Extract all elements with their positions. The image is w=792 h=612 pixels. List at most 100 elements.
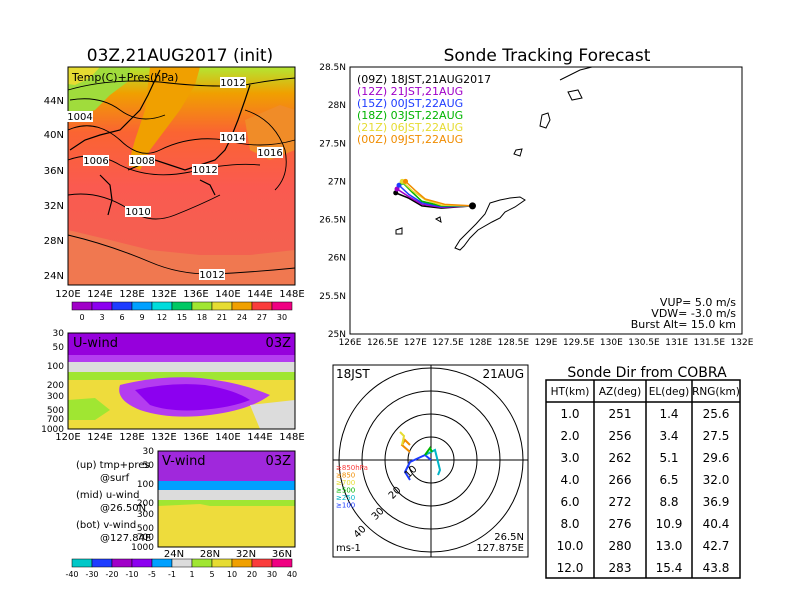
vwind-section bbox=[157, 450, 296, 548]
isobar-label: 1006 bbox=[83, 155, 109, 167]
svg-text:1016: 1016 bbox=[257, 148, 282, 159]
colorbar-label: -40 bbox=[65, 570, 78, 579]
lon-tick-label: 131E bbox=[665, 338, 688, 348]
lon-tick-label: 127E bbox=[404, 338, 427, 348]
map-label-box: Temp(C)+Pres(hPa) bbox=[71, 71, 178, 84]
temperature-map bbox=[67, 66, 296, 286]
table-cell: 256 bbox=[609, 429, 632, 443]
run-legend-item: (00Z) 09JST,22AUG bbox=[357, 133, 463, 146]
vdw-text: VDW= -3.0 m/s bbox=[651, 307, 736, 320]
colorbar-swatch bbox=[191, 301, 213, 311]
svg-text:1010: 1010 bbox=[125, 207, 150, 218]
lon-tick-label: 124E bbox=[87, 432, 112, 443]
table-cell: 42.7 bbox=[703, 539, 730, 553]
lat-tick-label: 36N bbox=[44, 166, 64, 177]
lon-tick-label: 126.5E bbox=[367, 338, 399, 348]
pressure-tick-label: 50 bbox=[53, 343, 65, 353]
pressure-tick-label: 1000 bbox=[131, 543, 154, 553]
lat-tick-label: 25.5N bbox=[319, 292, 346, 302]
pressure-tick-label: 700 bbox=[47, 415, 64, 425]
colorbar-swatch bbox=[171, 558, 193, 568]
table-header-cell: HT(km) bbox=[551, 386, 590, 398]
level-legend-item: ≥850 bbox=[336, 472, 355, 480]
pressure-tick-label: 300 bbox=[137, 510, 154, 520]
tracking-lat-ticks: 28.5N 28N 27.5N 27N 26.5N 26N 25.5N 25N bbox=[319, 63, 346, 340]
table-cell: 1.0 bbox=[560, 407, 579, 421]
level-legend-item: ≥250 bbox=[336, 494, 355, 502]
lat-tick-label: 44N bbox=[44, 96, 64, 107]
svg-text:1008: 1008 bbox=[129, 156, 154, 167]
lat-tick-label: 28N bbox=[44, 236, 64, 247]
table-title: Sonde Dir from COBRA bbox=[567, 365, 727, 381]
lon-tick-label: 132E bbox=[151, 289, 176, 300]
colorbar-label: -10 bbox=[125, 570, 138, 579]
colorbar-label: 30 bbox=[277, 313, 287, 322]
polar-loc-lat: 26.5N bbox=[494, 532, 524, 543]
colorbar-swatch bbox=[131, 301, 153, 311]
lon-tick-label: 124E bbox=[87, 289, 112, 300]
table-cell: 3.0 bbox=[560, 451, 579, 465]
lon-tick-label: 130.5E bbox=[628, 338, 660, 348]
svg-text:1012: 1012 bbox=[199, 270, 224, 281]
run-legend-item: (09Z) 18JST,21AUG2017 bbox=[357, 73, 491, 86]
uwind-lon-ticks: 120E 124E 128E 132E 136E 140E 144E 148E bbox=[55, 432, 304, 443]
lat-tick-label: 24N bbox=[44, 271, 64, 282]
wind-colorbar: -40 -30 -20 -10 -5 -1 1 5 10 20 30 40 bbox=[65, 558, 297, 579]
colorbar-swatch bbox=[111, 301, 133, 311]
svg-text:1014: 1014 bbox=[220, 133, 245, 144]
run-legend-item: (15Z) 00JST,22AUG bbox=[357, 97, 463, 110]
pressure-tick-label: 300 bbox=[47, 392, 64, 402]
table-header-cell: RNG(km) bbox=[692, 386, 740, 398]
vwind-lat-ticks: 24N 28N 32N 36N bbox=[164, 549, 292, 560]
uwind-label: U-wind bbox=[73, 336, 118, 351]
level-legend-item: ≥700 bbox=[336, 479, 355, 487]
table-cell: 2.0 bbox=[560, 429, 579, 443]
table-cell: 13.0 bbox=[656, 539, 683, 553]
table-cell: 27.5 bbox=[703, 429, 730, 443]
burst-text: Burst Alt= 15.0 km bbox=[631, 318, 736, 331]
lat-tick-label: 32N bbox=[44, 201, 64, 212]
temperature-colorbar: 0 3 6 9 12 15 18 21 24 27 30 bbox=[71, 301, 293, 322]
colorbar-swatch bbox=[251, 301, 273, 311]
table-cell: 251 bbox=[609, 407, 632, 421]
svg-text:1012: 1012 bbox=[220, 78, 245, 89]
pressure-tick-label: 30 bbox=[143, 447, 155, 457]
run-legend-item: (12Z) 21JST,21AUG bbox=[357, 85, 463, 98]
lon-tick-label: 144E bbox=[247, 432, 272, 443]
map-label: Temp(C)+Pres(hPa) bbox=[71, 71, 178, 84]
lon-tick-label: 131.5E bbox=[694, 338, 726, 348]
table-header-cell: EL(deg) bbox=[649, 386, 689, 398]
track-end-point bbox=[393, 190, 399, 196]
table-header-cell: AZ(deg) bbox=[599, 386, 641, 398]
polar-plot bbox=[332, 364, 529, 558]
lat-tick-label: 26.5N bbox=[319, 216, 346, 226]
track-end-point bbox=[394, 186, 400, 192]
track-end-point bbox=[403, 178, 409, 184]
table-cell: 10.0 bbox=[557, 539, 584, 553]
table-cell: 280 bbox=[609, 539, 632, 553]
lon-tick-label: 128E bbox=[469, 338, 492, 348]
lon-tick-label: 148E bbox=[279, 432, 304, 443]
colorbar-label: 12 bbox=[157, 313, 167, 322]
lon-tick-label: 140E bbox=[215, 432, 240, 443]
uwind-section bbox=[67, 332, 296, 430]
isobar-label: 1008 bbox=[129, 155, 155, 167]
polar-unit: ms-1 bbox=[336, 543, 361, 554]
table-cell: 262 bbox=[609, 451, 632, 465]
pressure-tick-label: 200 bbox=[137, 499, 154, 509]
vwind-label: V-wind bbox=[162, 454, 206, 469]
pressure-tick-label: 700 bbox=[137, 533, 154, 543]
lon-tick-label: 128.5E bbox=[498, 338, 530, 348]
colorbar-label: 6 bbox=[119, 313, 124, 322]
tracking-title: Sonde Tracking Forecast bbox=[444, 46, 651, 66]
colorbar-swatch bbox=[91, 301, 113, 311]
lat-tick-label: 27N bbox=[328, 177, 346, 187]
lat-tick-label: 28N bbox=[328, 101, 346, 111]
pressure-tick-label: 100 bbox=[47, 362, 64, 372]
lon-tick-label: 128E bbox=[119, 432, 144, 443]
table-cell: 6.5 bbox=[659, 473, 678, 487]
colorbar-label: -20 bbox=[105, 570, 118, 579]
lat-tick-label: 25N bbox=[328, 330, 346, 340]
legend-line: @surf bbox=[100, 473, 130, 484]
